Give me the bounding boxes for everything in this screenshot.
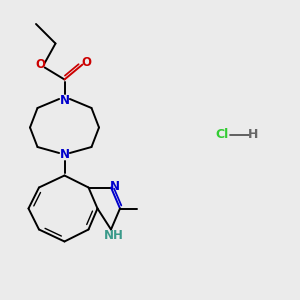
Text: NH: NH bbox=[103, 229, 123, 242]
Text: N: N bbox=[110, 179, 120, 193]
Text: O: O bbox=[82, 56, 92, 69]
Text: N: N bbox=[59, 148, 70, 161]
Text: Cl: Cl bbox=[215, 128, 229, 142]
Text: O: O bbox=[35, 58, 46, 71]
Text: N: N bbox=[59, 94, 70, 107]
Text: H: H bbox=[248, 128, 259, 142]
